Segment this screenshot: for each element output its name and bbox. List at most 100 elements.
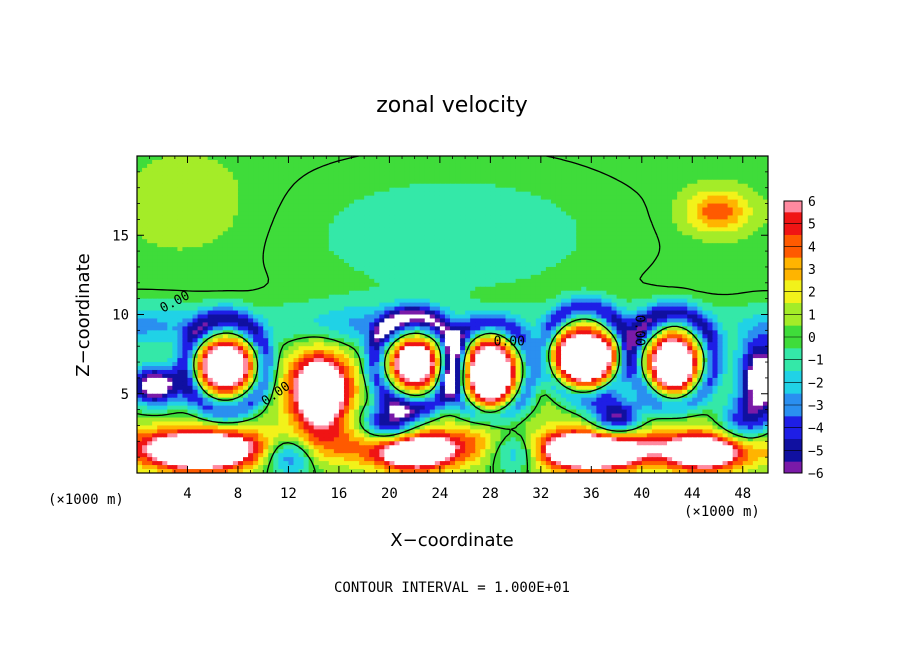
field-cell	[243, 298, 249, 304]
field-cell	[343, 235, 350, 240]
field-cell	[596, 235, 603, 240]
field-cell	[717, 171, 724, 177]
field-cell	[354, 215, 360, 220]
field-cell	[399, 282, 406, 288]
field-cell	[439, 282, 446, 288]
field-cell	[621, 223, 628, 228]
field-cell	[162, 219, 168, 224]
field-cell	[747, 195, 754, 201]
field-cell	[460, 235, 466, 240]
field-cell	[667, 187, 673, 193]
field-cell	[217, 278, 224, 284]
field-cell	[520, 266, 527, 272]
field-cell	[591, 231, 597, 236]
field-cell	[248, 223, 254, 228]
field-cell	[364, 298, 370, 304]
field-cell	[545, 243, 552, 248]
field-cell	[661, 223, 668, 228]
field-cell	[197, 179, 204, 185]
field-cell	[384, 159, 390, 165]
field-cell	[157, 235, 163, 240]
field-cell	[475, 266, 481, 272]
field-cell	[631, 302, 638, 308]
field-cell	[157, 223, 163, 228]
field-cell	[424, 262, 431, 268]
field-cell	[248, 270, 254, 276]
field-cell	[354, 251, 360, 256]
field-cell	[732, 183, 739, 189]
field-cell	[444, 211, 451, 217]
field-cell	[273, 243, 279, 248]
field-cell	[237, 207, 244, 213]
field-cell	[449, 219, 456, 224]
field-cell	[338, 215, 345, 220]
field-cell	[465, 199, 471, 205]
field-cell	[429, 262, 436, 268]
field-cell	[384, 243, 390, 248]
field-cell	[586, 231, 592, 236]
field-cell	[434, 179, 441, 185]
field-cell	[192, 211, 199, 217]
field-cell	[359, 259, 365, 264]
field-cell	[682, 251, 688, 256]
field-cell	[641, 274, 648, 280]
field-cell	[525, 294, 532, 300]
field-cell	[571, 310, 577, 316]
field-cell	[757, 262, 764, 268]
field-cell	[374, 298, 380, 304]
field-cell	[263, 203, 269, 209]
field-cell	[470, 187, 476, 193]
field-cell	[505, 203, 512, 209]
field-cell	[349, 259, 355, 264]
field-cell	[687, 227, 693, 232]
field-cell	[641, 191, 648, 197]
field-cell	[243, 235, 249, 240]
field-cell	[243, 266, 249, 272]
field-cell	[248, 278, 254, 284]
field-cell	[490, 251, 497, 256]
field-cell	[631, 262, 638, 268]
field-cell	[379, 199, 385, 205]
field-cell	[636, 211, 643, 217]
field-cell	[399, 171, 406, 177]
field-cell	[586, 179, 592, 185]
field-cell	[333, 203, 340, 209]
field-cell	[555, 282, 562, 288]
field-cell	[747, 259, 754, 264]
field-cell	[515, 298, 522, 304]
field-cell	[737, 247, 744, 252]
field-cell	[561, 251, 567, 256]
field-cell	[349, 306, 355, 312]
field-cell	[172, 199, 178, 205]
field-cell	[157, 310, 163, 316]
field-cell	[742, 215, 749, 220]
field-cell	[212, 175, 219, 181]
field-cell	[444, 274, 451, 280]
field-cell	[591, 227, 597, 232]
field-cell	[333, 251, 340, 256]
field-cell	[520, 251, 527, 256]
field-cell	[480, 191, 486, 197]
field-cell	[596, 167, 603, 173]
field-cell	[439, 215, 446, 220]
field-cell	[566, 199, 572, 205]
field-cell	[490, 231, 497, 236]
field-cell	[596, 302, 603, 308]
field-cell	[152, 243, 158, 248]
field-cell	[455, 247, 461, 252]
field-cell	[596, 255, 603, 260]
field-cell	[490, 191, 497, 197]
field-cell	[465, 306, 471, 312]
field-cell	[293, 187, 300, 193]
field-cell	[253, 251, 259, 256]
field-cell	[495, 171, 502, 177]
field-cell	[747, 235, 754, 240]
field-cell	[374, 290, 380, 296]
field-cell	[167, 227, 173, 232]
field-cell	[677, 183, 683, 189]
field-cell	[692, 255, 698, 260]
field-cell	[762, 199, 768, 205]
field-cell	[732, 227, 739, 232]
field-cell	[253, 187, 259, 193]
field-cell	[439, 298, 446, 304]
